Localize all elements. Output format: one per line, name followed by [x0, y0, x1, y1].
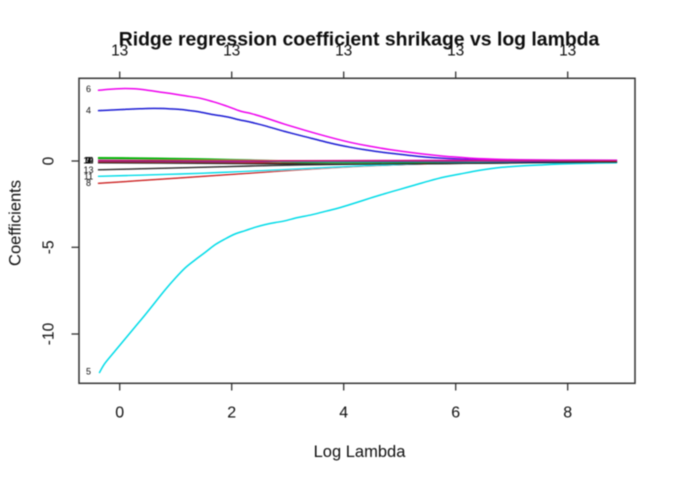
svg-text:13: 13 — [223, 43, 240, 60]
svg-text:13: 13 — [83, 165, 93, 175]
svg-text:2: 2 — [227, 405, 236, 422]
svg-text:13: 13 — [111, 43, 128, 60]
svg-text:3: 3 — [86, 156, 91, 166]
svg-text:8: 8 — [563, 405, 572, 422]
svg-text:14: 14 — [83, 156, 93, 166]
svg-text:Coefficients: Coefficients — [7, 180, 25, 266]
svg-text:13: 13 — [335, 43, 352, 60]
svg-text:Ridge regression coefficient s: Ridge regression coefficient shrikage vs… — [119, 29, 600, 51]
svg-text:8: 8 — [86, 178, 91, 188]
svg-text:2: 2 — [86, 156, 91, 166]
svg-text:6: 6 — [451, 405, 460, 422]
svg-text:10: 10 — [83, 156, 93, 166]
svg-text:9: 9 — [86, 156, 91, 166]
svg-text:0: 0 — [41, 156, 58, 165]
svg-text:13: 13 — [559, 43, 576, 60]
svg-text:-5: -5 — [41, 240, 58, 254]
svg-text:0: 0 — [115, 405, 124, 422]
svg-text:7: 7 — [86, 156, 91, 166]
svg-text:6: 6 — [86, 84, 91, 94]
svg-text:1: 1 — [86, 156, 91, 166]
svg-text:11: 11 — [84, 171, 93, 181]
svg-text:4: 4 — [339, 405, 348, 422]
svg-text:Log Lambda: Log Lambda — [314, 443, 407, 461]
svg-text:13: 13 — [447, 43, 464, 60]
svg-text:-10: -10 — [41, 322, 58, 345]
svg-text:5: 5 — [86, 367, 91, 377]
svg-text:12: 12 — [83, 156, 93, 166]
svg-text:4: 4 — [86, 106, 91, 116]
